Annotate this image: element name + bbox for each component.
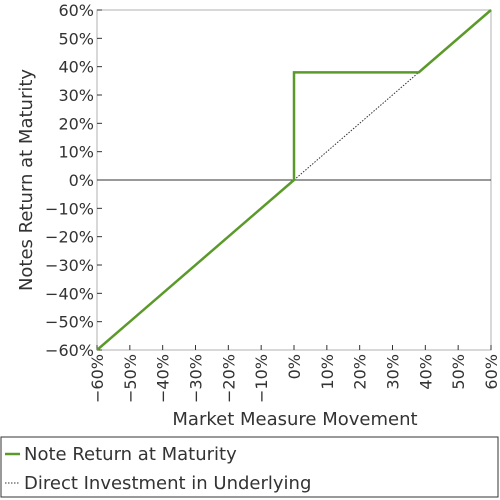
x-tick-label: 20%	[351, 354, 370, 390]
y-tick-label: −30%	[45, 256, 94, 275]
y-tick-label: 10%	[58, 143, 94, 162]
legend: Note Return at Maturity Direct Investmen…	[0, 436, 499, 498]
y-tick-label: −50%	[45, 313, 94, 332]
x-tick-label: 10%	[318, 354, 337, 390]
legend-box	[0, 436, 499, 498]
y-tick-label: −40%	[45, 284, 94, 303]
y-tick-label: −60%	[45, 341, 94, 360]
y-axis-title: Notes Return at Maturity	[16, 69, 37, 291]
series-layer	[96, 9, 492, 351]
x-tick-label: 60%	[482, 354, 500, 390]
x-tick-label: −30%	[187, 354, 206, 403]
y-tick-label: 60%	[58, 1, 94, 20]
y-tick-label: 30%	[58, 86, 94, 105]
y-tick-label: 50%	[58, 29, 94, 48]
x-tick-label: 30%	[384, 354, 403, 390]
x-tick-label: −40%	[154, 354, 173, 403]
series-line-note-return	[96, 9, 492, 351]
x-tick-label: −60%	[88, 354, 107, 403]
y-tick-label: −20%	[45, 228, 94, 247]
x-axis-title: Market Measure Movement	[172, 409, 417, 430]
x-tick-label: 40%	[416, 354, 435, 390]
x-tick-label: −10%	[252, 354, 271, 403]
x-tick-label: −50%	[121, 354, 140, 403]
x-tick-label: −20%	[219, 354, 238, 403]
x-tick-label: 0%	[285, 354, 304, 379]
y-axis-ticks: 60% 50% 40% 30% 20% 10% 0% −10% −20% −30% −40% −50%…	[45, 1, 102, 360]
x-tick-label: 50%	[449, 354, 468, 390]
x-axis-ticks: −60% −50% −40% −30% −20% −10% 0% 10% 20% 30% 40% 50…	[88, 345, 500, 403]
y-tick-label: 0%	[69, 171, 94, 190]
y-tick-label: −10%	[45, 199, 94, 218]
legend-label-note-return: Note Return at Maturity	[24, 444, 237, 465]
y-tick-label: 40%	[58, 58, 94, 77]
legend-label-direct-investment: Direct Investment in Underlying	[24, 473, 311, 494]
y-tick-label: 20%	[58, 114, 94, 133]
